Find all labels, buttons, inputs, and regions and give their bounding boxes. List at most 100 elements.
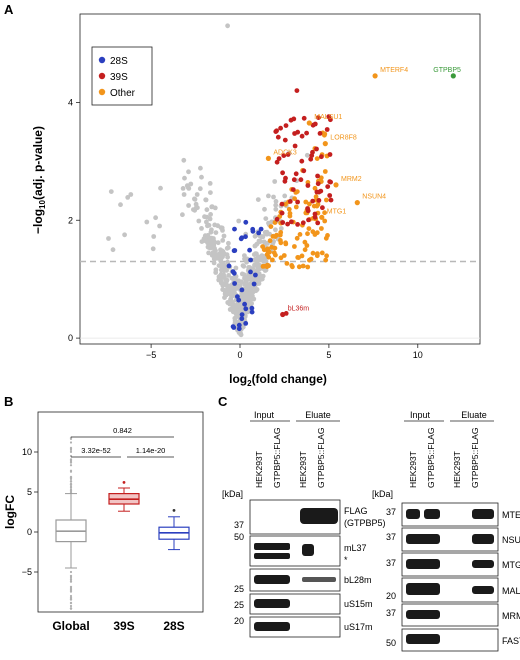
band-bl28m-input bbox=[254, 575, 290, 584]
box-plot: −5 0 5 10 0.842 3.32e-52 1.14e-20 logFC Globa… bbox=[3, 411, 204, 633]
other-point bbox=[277, 232, 283, 238]
28s-point bbox=[236, 322, 242, 328]
other-point bbox=[315, 251, 320, 256]
background-point bbox=[262, 268, 268, 273]
global-outlier bbox=[69, 437, 73, 440]
blot-label-us15m: uS15m bbox=[344, 599, 373, 609]
28s-point bbox=[236, 326, 242, 332]
background-point bbox=[106, 236, 111, 241]
28s-point bbox=[251, 281, 257, 287]
39s-point bbox=[315, 220, 321, 226]
background-point bbox=[252, 262, 257, 268]
kda-label-right: [kDa] bbox=[372, 489, 393, 499]
background-point bbox=[242, 253, 247, 258]
background-point bbox=[110, 247, 116, 253]
lane-label-1-right: HEK293T bbox=[408, 451, 418, 488]
blot-label-ml37: mL37 bbox=[344, 543, 367, 553]
39s-point bbox=[279, 201, 285, 207]
background-point bbox=[271, 194, 276, 200]
28s-point bbox=[239, 312, 245, 317]
28s-point bbox=[256, 230, 262, 236]
global-outlier bbox=[69, 488, 73, 491]
point-label: MTG1 bbox=[327, 208, 347, 215]
global-outlier bbox=[69, 570, 73, 574]
volcano-legend: 28S 39S Other bbox=[91, 46, 153, 106]
39s-point bbox=[273, 129, 279, 135]
legend-label-39s: 39S bbox=[110, 72, 128, 83]
x-tick-label: −5 bbox=[146, 350, 156, 360]
background-point bbox=[151, 234, 157, 239]
39s-point bbox=[327, 152, 333, 157]
28s-point bbox=[249, 309, 255, 315]
blot-label-mtg1: MTG1 bbox=[502, 560, 520, 570]
39s-point bbox=[300, 220, 306, 226]
other-point bbox=[284, 261, 290, 266]
39s-point bbox=[293, 171, 299, 177]
39s-point bbox=[327, 179, 333, 185]
lane-label-2-left: GTPBP5::FLAG bbox=[272, 428, 282, 488]
background-point bbox=[206, 250, 212, 256]
background-point bbox=[125, 195, 131, 200]
background-point bbox=[211, 239, 217, 244]
background-point bbox=[235, 303, 241, 309]
28s-point bbox=[250, 228, 256, 234]
point-label: MALSU1 bbox=[314, 114, 342, 121]
global-outlier bbox=[69, 447, 73, 450]
background-point bbox=[180, 186, 186, 191]
39s-point bbox=[317, 131, 323, 136]
background-point bbox=[233, 265, 239, 271]
band-nsun4-eluate bbox=[472, 534, 494, 544]
band-nsun4-input bbox=[406, 534, 440, 544]
band-malsu1-input bbox=[406, 583, 440, 595]
legend-swatch-39s bbox=[98, 72, 106, 80]
background-point bbox=[231, 275, 237, 281]
background-point bbox=[205, 233, 211, 238]
boxplot-category-28s: 28S bbox=[163, 619, 184, 633]
39s-point bbox=[276, 156, 282, 162]
y-tick-label: 0 bbox=[68, 333, 73, 343]
other-point bbox=[312, 185, 318, 191]
blot-label-malsu1: MALSU1 bbox=[502, 586, 520, 596]
global-outlier bbox=[69, 461, 73, 464]
background-point bbox=[236, 278, 242, 284]
background-point bbox=[226, 240, 231, 246]
39s-point bbox=[275, 134, 281, 140]
background-point bbox=[246, 300, 252, 306]
background-point bbox=[222, 295, 227, 300]
background-point bbox=[236, 218, 242, 224]
global-outlier bbox=[69, 604, 73, 608]
global-outlier bbox=[69, 470, 73, 473]
39s-point bbox=[282, 137, 288, 143]
28s-outlier bbox=[172, 509, 176, 512]
blot-mterf4 bbox=[401, 502, 499, 527]
other-point bbox=[272, 245, 278, 251]
39s-outlier bbox=[122, 481, 126, 484]
marker-fastkd4: 50 bbox=[386, 638, 396, 648]
point-label: GTPBP5 bbox=[433, 67, 461, 74]
point-label: ADCK3 bbox=[273, 149, 296, 156]
background-point bbox=[241, 263, 247, 269]
global-outlier bbox=[69, 490, 73, 493]
marker-ml37: 50 bbox=[234, 532, 244, 542]
background-point bbox=[263, 216, 269, 222]
group-label-input-left: Input bbox=[254, 410, 275, 420]
other-point bbox=[272, 234, 278, 240]
lane-label-2-right: GTPBP5::FLAG bbox=[426, 428, 436, 488]
blot-label-mrm3: MRM3 bbox=[502, 611, 520, 621]
legend-label-28s: 28S bbox=[110, 56, 128, 67]
background-point bbox=[266, 220, 271, 226]
other-point bbox=[278, 238, 283, 243]
panel-letter-b: B bbox=[4, 394, 13, 409]
39s-point bbox=[325, 184, 331, 190]
39s-point bbox=[299, 133, 305, 139]
marker-us17m: 20 bbox=[234, 616, 244, 626]
background-point bbox=[193, 201, 199, 207]
39s-point bbox=[289, 219, 294, 225]
lane-label-1-left: HEK293T bbox=[254, 451, 264, 488]
band-us15m-input bbox=[254, 599, 290, 608]
significance-label: 1.14e-20 bbox=[136, 446, 166, 455]
39s-point bbox=[298, 177, 304, 183]
global-outlier bbox=[69, 607, 73, 610]
lane-label-3-left: HEK293T bbox=[298, 451, 308, 488]
other-point bbox=[307, 257, 312, 263]
